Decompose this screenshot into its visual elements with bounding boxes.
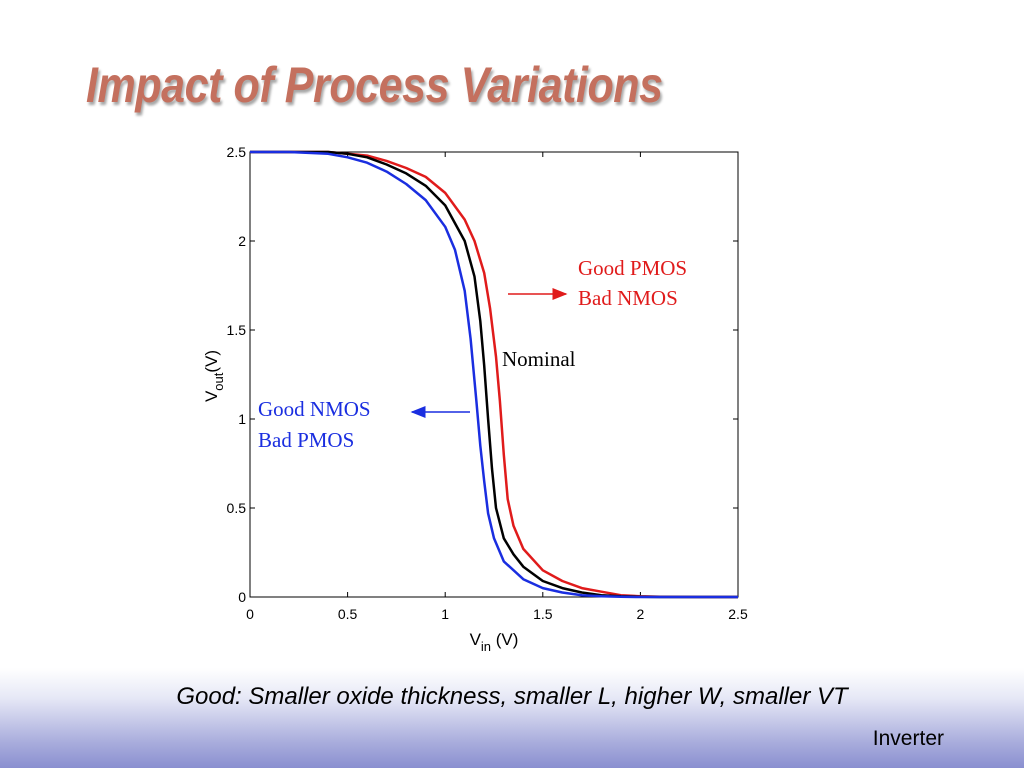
x-axis-title: Vin (V) (470, 630, 519, 654)
plot-frame (249, 151, 739, 598)
y-tick-label: 2.5 (227, 144, 247, 160)
x-tick-label: 1.5 (533, 606, 553, 622)
slide-subtitle: Good: Smaller oxide thickness, smaller L… (176, 683, 848, 710)
annotation-nominal-label: Nominal (502, 347, 576, 371)
x-tick-label: 0.5 (338, 606, 358, 622)
slide-title: Impact of Process Variations (86, 57, 663, 113)
x-tick-label: 2.5 (728, 606, 748, 622)
annotation-good-pmos-line2: Bad NMOS (578, 286, 678, 310)
annotation-good-nmos-line2: Bad PMOS (258, 428, 354, 452)
series-line-good-nmos (250, 150, 738, 599)
y-tick-label: 1 (238, 411, 246, 427)
y-tick-label: 1.5 (227, 322, 247, 338)
annotation-good-nmos: Good NMOS Bad PMOS (258, 397, 470, 452)
annotation-good-nmos-line1: Good NMOS (258, 397, 371, 421)
series-line-good-pmos (250, 150, 738, 599)
x-tick-label: 1 (441, 606, 449, 622)
series-line-nominal (250, 150, 738, 599)
x-tick-label: 0 (246, 606, 254, 622)
series-lines (250, 150, 738, 599)
x-tick-label: 2 (637, 606, 645, 622)
vtc-chart: 0 0.5 1 1.5 2 2.5 0 0.5 1 1.5 2 2.5 Vin (V) Vout(V)… (202, 144, 748, 654)
y-tick-label: 2 (238, 233, 246, 249)
footer-gradient-band (0, 668, 1024, 768)
axis-ticks: 0 0.5 1 1.5 2 2.5 0 0.5 1 1.5 2 2.5 (227, 144, 748, 622)
annotation-nominal: Nominal (502, 347, 576, 371)
y-tick-label: 0 (238, 589, 246, 605)
footer-label: Inverter (872, 727, 944, 750)
y-axis-title: Vout(V) (202, 350, 226, 402)
annotation-good-pmos-line1: Good PMOS (578, 256, 687, 280)
y-tick-label: 0.5 (227, 500, 247, 516)
annotation-good-pmos: Good PMOS Bad NMOS (508, 256, 687, 310)
